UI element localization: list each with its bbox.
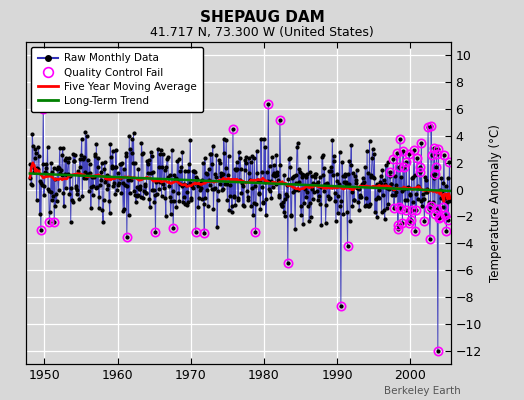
Legend: Raw Monthly Data, Quality Control Fail, Five Year Moving Average, Long-Term Tren: Raw Monthly Data, Quality Control Fail, … xyxy=(31,47,203,112)
Text: 41.717 N, 73.300 W (United States): 41.717 N, 73.300 W (United States) xyxy=(150,26,374,39)
Text: Berkeley Earth: Berkeley Earth xyxy=(385,386,461,396)
Y-axis label: Temperature Anomaly (°C): Temperature Anomaly (°C) xyxy=(489,124,502,282)
Text: SHEPAUG DAM: SHEPAUG DAM xyxy=(200,10,324,25)
